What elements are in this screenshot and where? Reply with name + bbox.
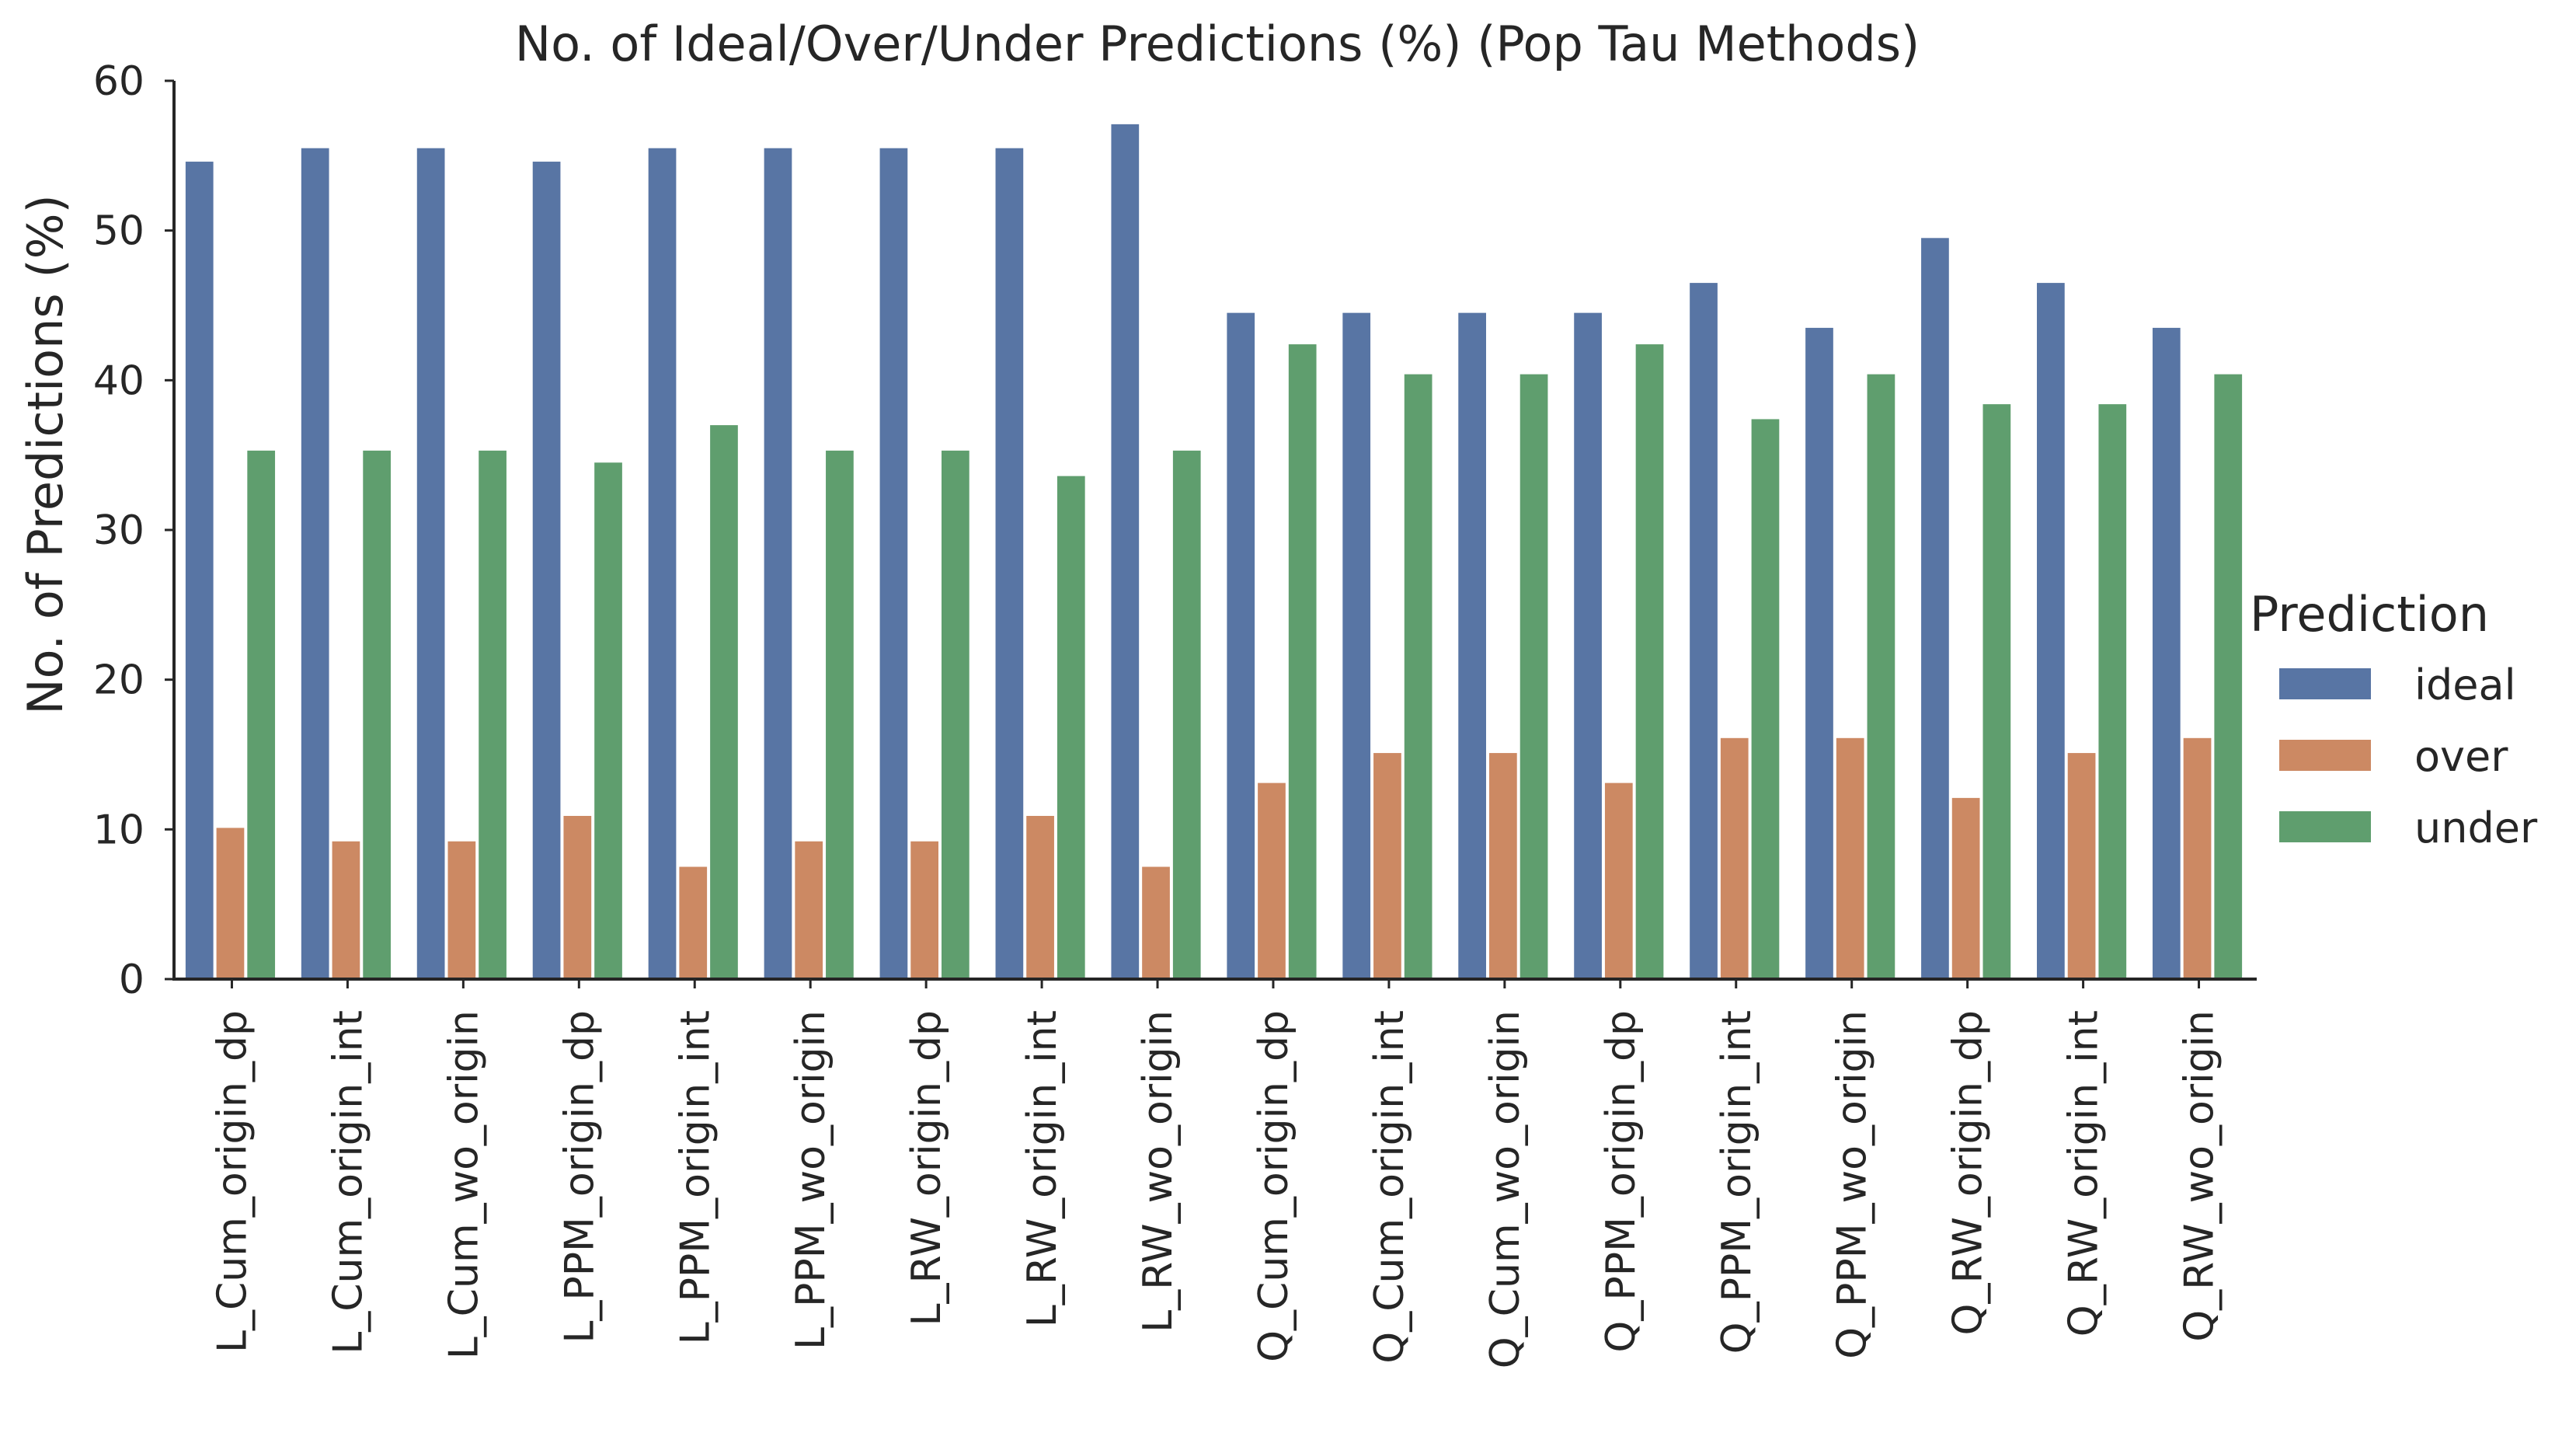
- legend-title: Prediction: [2250, 586, 2489, 643]
- bar-ideal-L_PPM_wo_origin: [764, 148, 792, 980]
- bars-group: [185, 124, 2243, 980]
- bar-over-Q_PPM_wo_origin: [1836, 737, 1864, 979]
- bar-under-Q_RW_origin_dp: [1982, 404, 2011, 979]
- bar-over-Q_RW_origin_dp: [1951, 797, 1980, 979]
- x-tick-label-L_PPM_origin_dp: L_PPM_origin_dp: [556, 1010, 603, 1344]
- bar-ideal-L_RW_origin_dp: [879, 148, 908, 980]
- bar-under-L_Cum_wo_origin: [479, 450, 506, 979]
- x-tick-label-L_RW_origin_int: L_RW_origin_int: [1019, 1010, 1066, 1327]
- bar-under-Q_RW_origin_int: [2098, 404, 2127, 979]
- bar-over-L_RW_origin_dp: [910, 841, 938, 979]
- x-tick-label-Q_PPM_wo_origin: Q_PPM_wo_origin: [1829, 1010, 1876, 1359]
- bar-under-L_PPM_wo_origin: [826, 450, 854, 979]
- bar-ideal-Q_RW_origin_dp: [1921, 238, 1949, 979]
- bar-over-L_Cum_origin_int: [332, 841, 360, 979]
- x-tick-label-L_Cum_origin_dp: L_Cum_origin_dp: [210, 1010, 256, 1353]
- legend-swatch-ideal: [2279, 668, 2371, 699]
- y-tick-label-20: 20: [93, 657, 144, 704]
- bar-under-L_PPM_origin_int: [710, 425, 738, 979]
- y-tick-label-0: 0: [119, 957, 144, 1003]
- x-tick-label-Q_Cum_origin_dp: Q_Cum_origin_dp: [1251, 1010, 1297, 1362]
- y-tick-label-60: 60: [93, 58, 144, 105]
- x-axis-ticks: L_Cum_origin_dp L_Cum_origin_int L_Cum_wo_…: [210, 979, 2223, 1368]
- bar-ideal-L_RW_wo_origin: [1111, 124, 1140, 979]
- bar-over-L_PPM_origin_int: [679, 866, 708, 979]
- bar-ideal-Q_Cum_origin_int: [1342, 312, 1371, 979]
- bar-ideal-Q_RW_wo_origin: [2152, 327, 2181, 979]
- bar-over-Q_PPM_origin_dp: [1604, 782, 1633, 979]
- legend-swatch-under: [2279, 811, 2371, 842]
- bar-under-L_Cum_origin_dp: [247, 450, 276, 979]
- x-tick-label-Q_Cum_wo_origin: Q_Cum_wo_origin: [1482, 1010, 1529, 1368]
- bar-over-Q_Cum_origin_int: [1373, 753, 1401, 979]
- legend-label-under: under: [2414, 803, 2538, 852]
- bar-over-Q_RW_wo_origin: [2183, 737, 2212, 979]
- x-tick-label-L_RW_origin_dp: L_RW_origin_dp: [903, 1010, 950, 1326]
- bar-under-Q_RW_wo_origin: [2214, 374, 2243, 979]
- bar-under-Q_Cum_wo_origin: [1519, 374, 1548, 979]
- y-tick-label-40: 40: [93, 357, 144, 404]
- bar-under-Q_Cum_origin_int: [1404, 374, 1432, 979]
- bar-over-L_RW_origin_int: [1026, 815, 1054, 979]
- bar-ideal-Q_Cum_wo_origin: [1458, 312, 1486, 979]
- bar-under-L_PPM_origin_dp: [594, 462, 622, 979]
- bar-ideal-L_Cum_origin_int: [301, 148, 329, 980]
- bar-ideal-L_RW_origin_int: [995, 148, 1024, 980]
- bar-over-L_PPM_wo_origin: [795, 841, 823, 979]
- bar-over-L_PPM_origin_dp: [563, 815, 592, 979]
- x-tick-label-L_RW_wo_origin: L_RW_wo_origin: [1135, 1010, 1182, 1333]
- bar-ideal-L_PPM_origin_int: [648, 148, 677, 980]
- y-axis-ticks: 0 10 20 30 40 50 60: [93, 58, 174, 1003]
- bar-under-Q_PPM_wo_origin: [1867, 374, 1895, 979]
- bar-under-L_RW_origin_dp: [942, 450, 969, 979]
- bar-over-L_Cum_wo_origin: [447, 841, 476, 979]
- x-tick-label-L_Cum_origin_int: L_Cum_origin_int: [325, 1010, 371, 1354]
- legend-label-over: over: [2414, 732, 2508, 781]
- chart-title: No. of Ideal/Over/Under Predictions (%) …: [515, 16, 1920, 72]
- y-tick-label-30: 30: [93, 507, 144, 554]
- bar-over-Q_Cum_origin_dp: [1258, 782, 1286, 979]
- x-tick-label-Q_PPM_origin_int: Q_PPM_origin_int: [1714, 1010, 1760, 1354]
- bar-under-L_RW_origin_int: [1057, 476, 1085, 979]
- bar-under-Q_Cum_origin_dp: [1288, 344, 1317, 980]
- bar-under-L_RW_wo_origin: [1172, 450, 1201, 979]
- x-tick-label-Q_RW_origin_int: Q_RW_origin_int: [2061, 1010, 2108, 1337]
- x-tick-label-L_PPM_wo_origin: L_PPM_wo_origin: [788, 1010, 834, 1350]
- bar-ideal-Q_RW_origin_int: [2037, 283, 2065, 980]
- bar-ideal-Q_PPM_origin_int: [1690, 283, 1718, 980]
- bar-over-Q_Cum_wo_origin: [1489, 753, 1517, 979]
- y-axis-label: No. of Predictions (%): [17, 194, 74, 714]
- y-tick-label-10: 10: [93, 807, 144, 853]
- x-tick-label-Q_RW_origin_dp: Q_RW_origin_dp: [1945, 1010, 1992, 1335]
- bar-ideal-L_Cum_origin_dp: [185, 162, 214, 979]
- bar-under-Q_PPM_origin_dp: [1635, 344, 1664, 980]
- bar-ideal-Q_PPM_origin_dp: [1574, 312, 1602, 979]
- legend-label-ideal: ideal: [2414, 661, 2516, 709]
- bar-ideal-Q_Cum_origin_dp: [1227, 312, 1255, 979]
- x-tick-label-L_Cum_wo_origin: L_Cum_wo_origin: [440, 1010, 487, 1359]
- x-tick-label-Q_RW_wo_origin: Q_RW_wo_origin: [2177, 1010, 2223, 1342]
- bar-ideal-Q_PPM_wo_origin: [1805, 327, 1833, 979]
- bar-over-Q_PPM_origin_int: [1720, 737, 1749, 979]
- bar-ideal-L_Cum_wo_origin: [416, 148, 445, 980]
- bar-over-L_Cum_origin_dp: [216, 828, 245, 979]
- legend-swatch-over: [2279, 740, 2371, 771]
- bar-over-Q_RW_origin_int: [2067, 753, 2096, 979]
- bar-under-Q_PPM_origin_int: [1751, 419, 1780, 979]
- x-tick-label-Q_PPM_origin_dp: Q_PPM_origin_dp: [1598, 1010, 1645, 1353]
- bar-under-L_Cum_origin_int: [363, 450, 391, 979]
- legend: Prediction ideal over under: [2250, 586, 2538, 852]
- x-tick-label-L_PPM_origin_int: L_PPM_origin_int: [672, 1010, 719, 1344]
- bar-ideal-L_PPM_origin_dp: [532, 162, 561, 979]
- x-tick-label-Q_Cum_origin_int: Q_Cum_origin_int: [1366, 1010, 1413, 1364]
- bar-over-L_RW_wo_origin: [1142, 866, 1170, 979]
- y-tick-label-50: 50: [93, 208, 144, 255]
